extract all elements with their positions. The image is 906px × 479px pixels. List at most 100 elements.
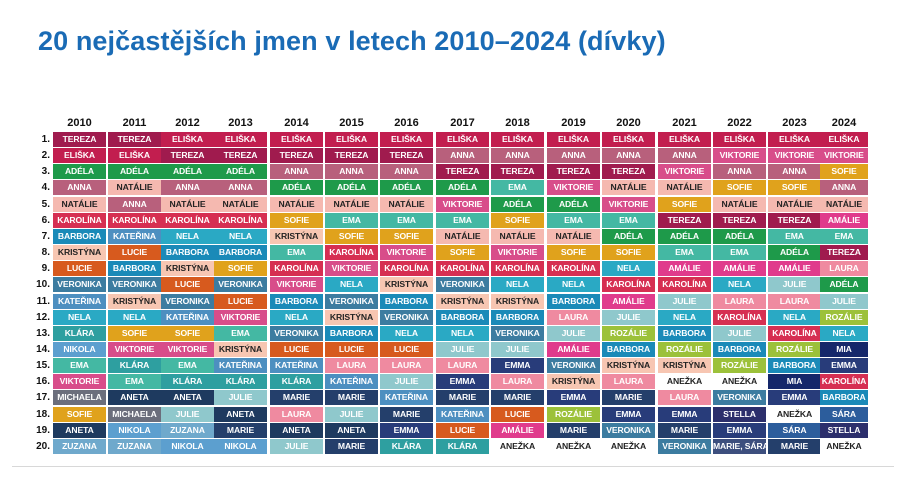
name-cell: TEREZA (547, 164, 600, 180)
name-cell: ANNA (713, 164, 766, 180)
name-cell: KRISTÝNA (270, 228, 323, 244)
name-cell: TEREZA (658, 212, 711, 228)
name-cell: ELIŠKA (161, 132, 214, 147)
name-cell: AMÁLIE (820, 212, 868, 228)
name-cell: TEREZA (820, 245, 868, 261)
name-cell: ANNA (108, 196, 161, 212)
year-header: 2013 (228, 117, 253, 129)
name-cell: TEREZA (161, 148, 214, 164)
year-header: 2021 (672, 117, 697, 129)
name-cell: TEREZA (602, 164, 655, 180)
rank-label: 14. (36, 343, 50, 355)
name-cell: ELIŠKA (53, 148, 106, 164)
rank-label: 19. (36, 424, 50, 436)
year-header: 2011 (122, 117, 147, 129)
name-cell: TEREZA (270, 148, 323, 164)
name-cell: BARBORA (713, 341, 766, 357)
name-cell: ADÉLA (161, 164, 214, 180)
name-cell: EMA (713, 245, 766, 261)
year-header: 2019 (561, 117, 586, 129)
name-cell: NELA (713, 277, 766, 293)
name-cell: EMA (325, 212, 378, 228)
name-cell: LAURA (436, 358, 489, 374)
name-cell: ELIŠKA (436, 132, 489, 147)
year-header: 2020 (616, 117, 641, 129)
name-cell: ANEŽKA (658, 374, 711, 390)
name-cell: TEREZA (214, 148, 267, 164)
name-cell: NATÁLIE (658, 180, 711, 196)
name-cell: VERONIKA (161, 293, 214, 309)
name-cell: LAURA (768, 293, 821, 309)
name-cell: ANETA (108, 390, 161, 406)
year-header: 2017 (450, 117, 475, 129)
name-cell: AMÁLIE (713, 261, 766, 277)
name-cell: JULIE (713, 325, 766, 341)
name-cell: ANNA (436, 148, 489, 164)
name-cell: TEREZA (768, 212, 821, 228)
name-cell: ELIŠKA (214, 132, 267, 147)
name-cell: MARIE (325, 438, 378, 454)
name-cell: KRISTÝNA (161, 261, 214, 277)
name-cell: ANNA (602, 148, 655, 164)
name-cell: MICHAELA (53, 390, 106, 406)
name-cell: TEREZA (713, 212, 766, 228)
year-header: 2010 (67, 117, 92, 129)
name-cell: MARIE (380, 406, 433, 422)
name-cell: ANETA (325, 422, 378, 438)
name-cell: NELA (436, 325, 489, 341)
name-cell: ROZÁLIE (768, 341, 821, 357)
name-cell: SOFIE (768, 180, 821, 196)
name-cell: LUCIE (436, 422, 489, 438)
name-cell: VERONIKA (270, 325, 323, 341)
name-cell: BARBORA (325, 325, 378, 341)
name-cell: AMÁLIE (602, 293, 655, 309)
name-cell: NELA (380, 325, 433, 341)
name-cell: KLÁRA (108, 358, 161, 374)
name-cell: MARIE (547, 422, 600, 438)
name-cell: KAROLÍNA (53, 212, 106, 228)
name-cell: JULIE (547, 325, 600, 341)
name-cell: KAROLÍNA (325, 245, 378, 261)
name-cell: NELA (161, 228, 214, 244)
rank-label: 13. (36, 327, 50, 339)
rank-label: 5. (41, 198, 50, 210)
name-cell: NATÁLIE (713, 196, 766, 212)
name-cell: VERONIKA (436, 277, 489, 293)
name-cell: KATEŘINA (108, 228, 161, 244)
name-cell: JULIE (820, 293, 868, 309)
name-cell: VIKTORIE (820, 148, 868, 164)
name-cell: LAURA (820, 261, 868, 277)
name-cell: EMMA (820, 358, 868, 374)
year-header: 2023 (782, 117, 807, 129)
name-cell: ADÉLA (108, 164, 161, 180)
name-cell: ADÉLA (713, 228, 766, 244)
name-cell: ANNA (658, 148, 711, 164)
rank-label: 18. (36, 408, 50, 420)
name-cell: VERONIKA (713, 390, 766, 406)
name-cell: BARBORA (547, 293, 600, 309)
name-cell: JULIE (380, 374, 433, 390)
name-cell: KATEŘINA (325, 374, 378, 390)
name-cell: ANNA (214, 180, 267, 196)
name-cell: NELA (658, 309, 711, 325)
name-cell: ZUZANA (161, 422, 214, 438)
name-cell: LUCIE (380, 341, 433, 357)
name-cell: KRISTÝNA (491, 293, 544, 309)
name-cell: ELIŠKA (108, 148, 161, 164)
name-cell: AMÁLIE (768, 261, 821, 277)
name-cell: MARIE, SÁRA (713, 438, 766, 454)
name-cell: BARBORA (270, 293, 323, 309)
name-cell: EMA (436, 212, 489, 228)
name-cell: JULIE (325, 406, 378, 422)
rank-label: 6. (41, 214, 50, 226)
name-cell: ANNA (491, 148, 544, 164)
name-cell: SOFIE (547, 245, 600, 261)
year-header: 2015 (339, 117, 364, 129)
name-cell: VERONIKA (491, 325, 544, 341)
name-cell: LAURA (658, 390, 711, 406)
name-cell: ELIŠKA (380, 132, 433, 147)
name-cell: LUCIE (108, 245, 161, 261)
name-cell: SOFIE (658, 196, 711, 212)
name-cell: NELA (547, 277, 600, 293)
